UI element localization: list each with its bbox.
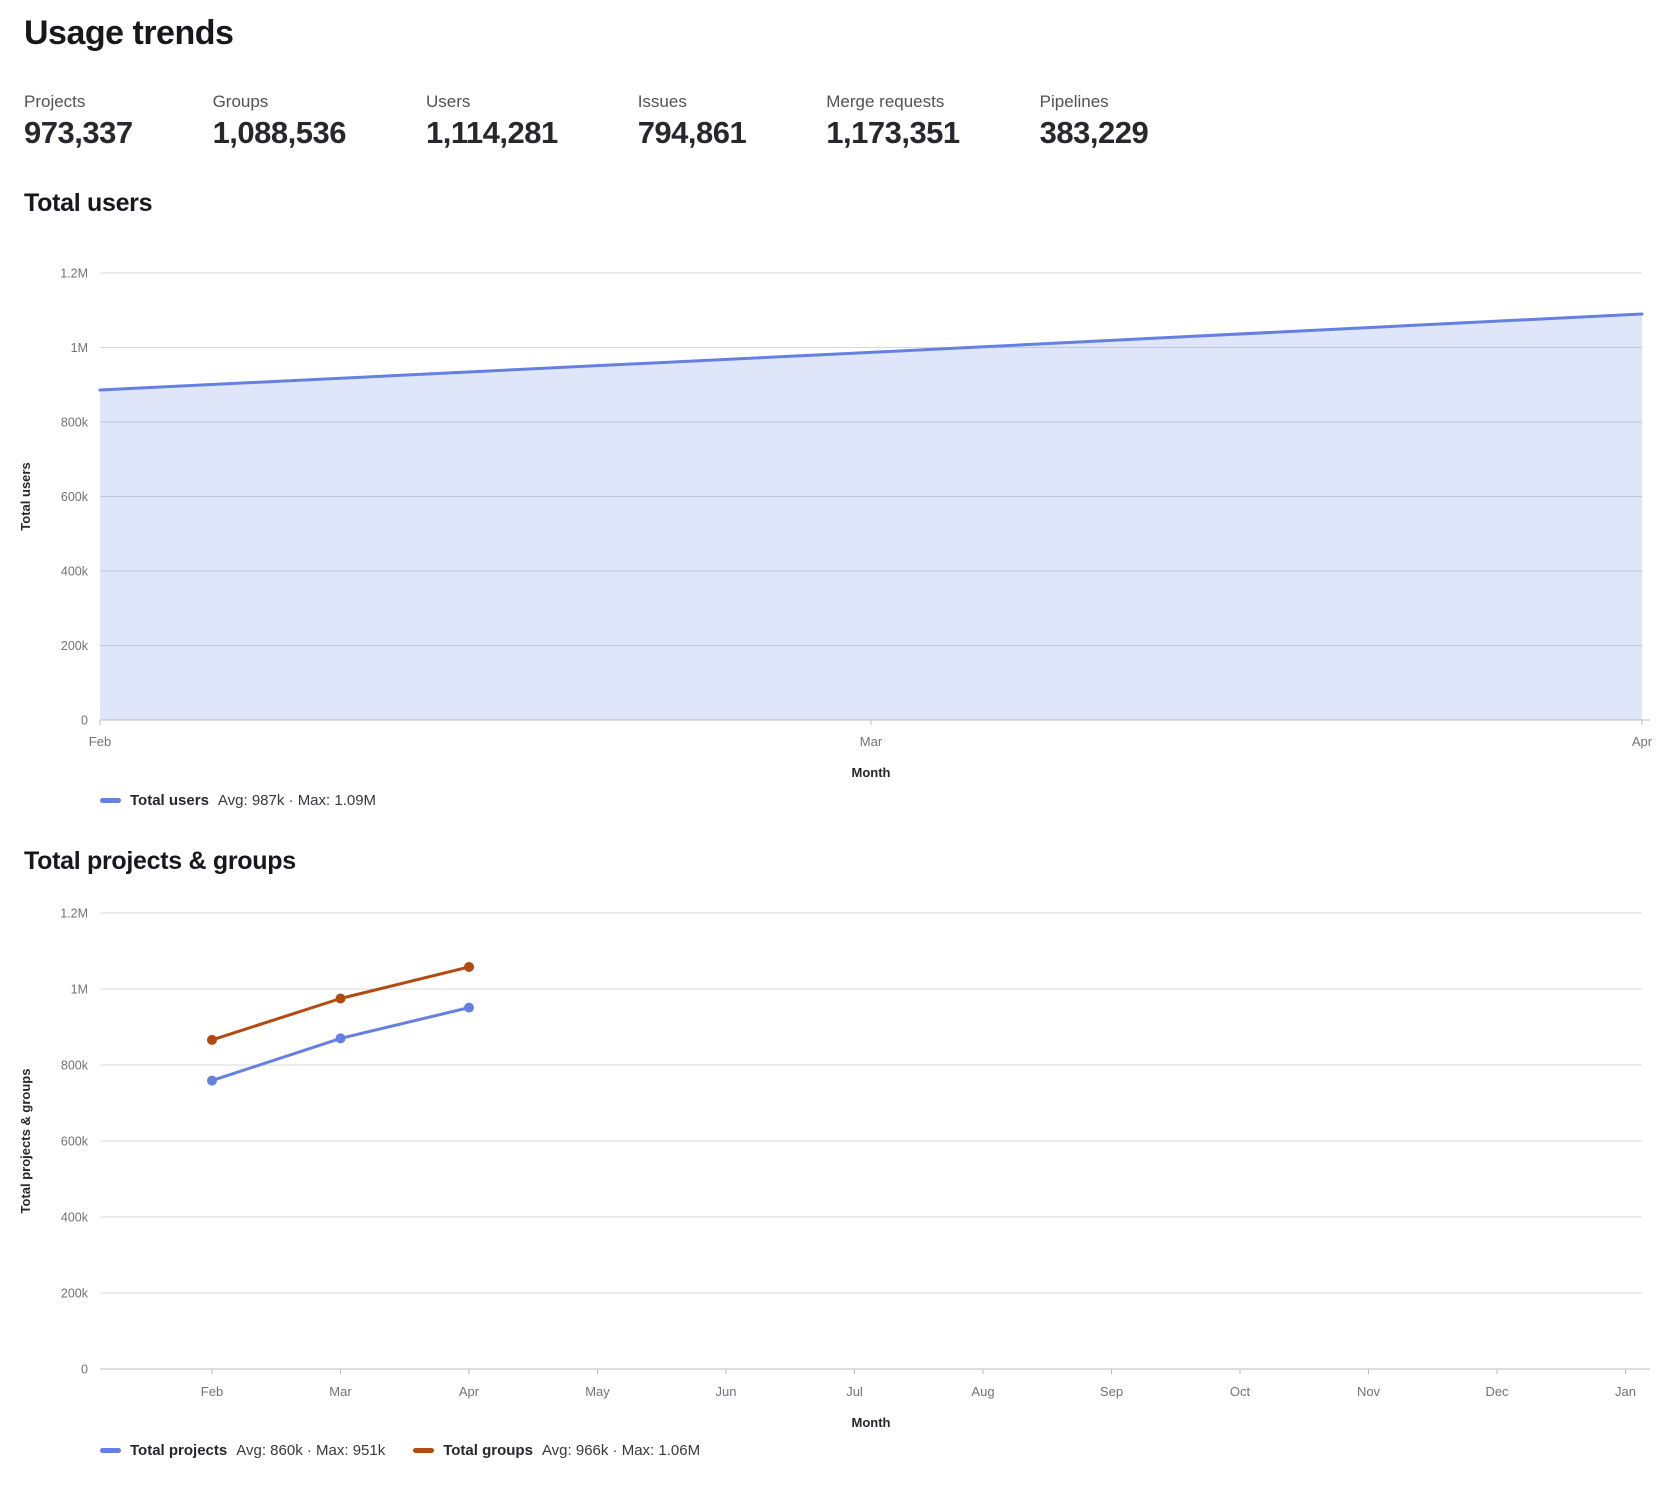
gridlines — [100, 912, 1642, 1294]
x-tick-label: Oct — [1230, 1384, 1251, 1399]
y-axis-title: Total users — [18, 462, 33, 530]
x-tick-label: Jun — [716, 1384, 737, 1399]
y-axis-title: Total projects & groups — [18, 1069, 33, 1214]
data-point — [464, 1002, 474, 1013]
stat-label: Pipelines — [1039, 92, 1109, 111]
x-tick-label: Apr — [1632, 734, 1653, 749]
page-title: Usage trends — [24, 14, 234, 52]
legend-series-name: Total projects — [130, 1441, 228, 1459]
x-axis — [100, 1368, 1650, 1374]
legend-swatch — [100, 1447, 121, 1453]
data-point — [464, 961, 474, 972]
total-users-heading: Total users — [24, 189, 153, 217]
x-axis-title: Month — [852, 765, 891, 780]
legend-series-name: Total users — [130, 791, 209, 809]
stat-label: Users — [425, 92, 471, 111]
legend-series-summary: Avg: 966k · Max: 1.06M — [541, 1441, 701, 1459]
stat-value: 383,229 — [1039, 115, 1149, 150]
usage-trends-page: Usage trends Projects 973,337 Groups 1,088,… — [0, 14, 1676, 1461]
stat-value: 973,337 — [24, 115, 133, 150]
legend-series-name: Total groups — [443, 1441, 533, 1459]
data-point — [335, 993, 346, 1004]
data-point — [335, 1033, 346, 1044]
x-tick-label: Nov — [1357, 1384, 1381, 1399]
stat-value: 1,114,281 — [425, 115, 558, 150]
gridlines — [100, 272, 1642, 646]
y-tick-label: 800k — [61, 1059, 89, 1073]
projects-groups-heading: Total projects & groups — [24, 847, 296, 875]
x-tick-label: Mar — [329, 1384, 352, 1399]
x-tick-label: Dec — [1485, 1384, 1509, 1399]
x-tick-label: Apr — [459, 1384, 480, 1399]
stat-label: Merge requests — [826, 92, 945, 111]
stat-groups: Groups 1,088,536 — [212, 91, 347, 153]
y-tick-label: 1.2M — [60, 267, 88, 281]
stat-merge-requests: Merge requests 1,173,351 — [826, 91, 960, 153]
chart-section-total-users: Total users 1.2M 1M 800k 600k 400k 200k 0 Feb Ma… — [0, 187, 1676, 811]
projects-groups-chart: 1.2M 1M 800k 600k 400k 200k 0 Feb Mar Apr May Jun Ju… — [18, 907, 1650, 1430]
legend-item-total-users[interactable]: Total users Avg: 987k · Max: 1.09M — [100, 792, 376, 809]
stat-label: Issues — [637, 92, 687, 111]
legend-swatch — [100, 797, 121, 803]
y-tick-label: 200k — [61, 1287, 89, 1301]
stat-label: Groups — [212, 92, 269, 111]
total-users-legend: Total users Avg: 987k · Max: 1.09M — [100, 789, 1676, 811]
x-axis — [99, 719, 1650, 725]
y-tick-label: 400k — [61, 1211, 89, 1225]
x-tick-label: Jul — [846, 1384, 863, 1399]
y-tick-label: 800k — [61, 416, 89, 430]
y-tick-label: 600k — [61, 1135, 89, 1149]
y-tick-label: 0 — [81, 714, 88, 728]
projects-groups-legend: Total projects Avg: 860k · Max: 951k Total… — [100, 1439, 1676, 1461]
y-tick-label: 600k — [61, 490, 89, 504]
stat-issues: Issues 794,861 — [638, 91, 747, 153]
stat-value: 1,173,351 — [826, 115, 960, 150]
legend-item-total-projects[interactable]: Total projects Avg: 860k · Max: 951k — [100, 1442, 385, 1459]
x-tick-label: Jan — [1615, 1384, 1636, 1399]
x-tick-label: May — [585, 1384, 610, 1399]
y-tick-label: 200k — [61, 639, 89, 653]
x-axis-title: Month — [852, 1415, 891, 1430]
y-tick-label: 1M — [71, 341, 88, 355]
y-tick-label: 400k — [61, 565, 89, 579]
x-tick-label: Feb — [201, 1384, 223, 1399]
legend-series-summary: Avg: 860k · Max: 951k — [236, 1441, 386, 1459]
x-tick-label: Mar — [860, 734, 883, 749]
x-tick-label: Aug — [971, 1384, 994, 1399]
series-line-total-projects — [210, 1006, 471, 1083]
legend-item-total-groups[interactable]: Total groups Avg: 966k · Max: 1.06M — [413, 1442, 700, 1459]
stat-value: 794,861 — [637, 115, 747, 150]
y-tick-label: 1M — [71, 983, 88, 997]
stat-pipelines: Pipelines 383,229 — [1040, 91, 1149, 153]
legend-swatch — [413, 1447, 435, 1453]
y-tick-label: 1.2M — [60, 907, 88, 921]
stat-label: Projects — [24, 92, 86, 111]
stat-value: 1,088,536 — [212, 115, 347, 150]
x-tick-label: Sep — [1100, 1384, 1123, 1399]
x-tick-label: Feb — [89, 734, 111, 749]
stat-projects: Projects 973,337 — [24, 91, 133, 153]
data-point — [207, 1075, 217, 1086]
legend-series-summary: Avg: 987k · Max: 1.09M — [217, 791, 377, 809]
stat-users: Users 1,114,281 — [426, 91, 558, 153]
area-fill — [100, 313, 1642, 720]
data-point — [207, 1034, 217, 1045]
series-line-total-users — [98, 312, 1644, 392]
stats-row: Projects 973,337 Groups 1,088,536 Users 1,114… — [24, 91, 1676, 153]
y-tick-label: 0 — [81, 1363, 88, 1377]
chart-section-projects-groups: Total projects & groups 1.2M 1M 800k 600k 40… — [0, 845, 1676, 1461]
